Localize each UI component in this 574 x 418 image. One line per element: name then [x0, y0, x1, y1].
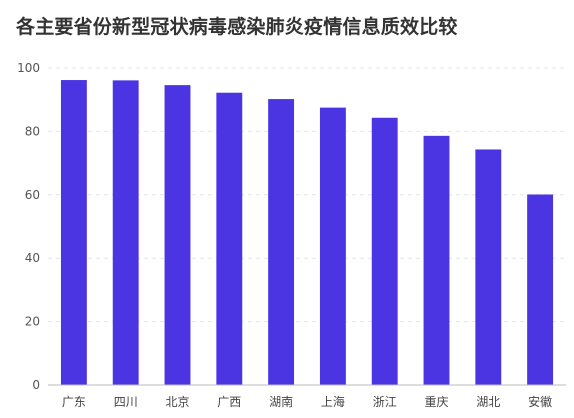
x-tick-label: 重庆 — [424, 395, 448, 409]
bar-4[interactable] — [268, 99, 295, 385]
bar-8[interactable] — [475, 149, 502, 385]
y-tick-label: 20 — [25, 315, 40, 329]
x-tick-label: 湖北 — [476, 394, 500, 409]
y-tick-label: 80 — [25, 124, 40, 138]
x-axis-labels: 广东 四川 北京 广西 湖南 上海 浙江 重庆 湖北 安徽 — [62, 394, 552, 409]
bar-3[interactable] — [216, 92, 243, 385]
bar-1[interactable] — [112, 80, 139, 385]
bar-0[interactable] — [60, 80, 87, 386]
y-axis-ticks: 0 20 40 60 80 100 — [17, 61, 40, 392]
x-tick-label: 广东 — [62, 395, 86, 409]
bar-7[interactable] — [423, 135, 450, 385]
x-tick-label: 湖南 — [269, 394, 293, 409]
bar-9[interactable] — [527, 194, 554, 385]
y-tick-label: 60 — [25, 188, 40, 202]
x-tick-label: 上海 — [321, 394, 345, 409]
bar-5[interactable] — [319, 107, 346, 385]
grid-lines — [48, 67, 566, 323]
x-tick-label: 北京 — [165, 395, 189, 409]
y-tick-label: 100 — [17, 61, 40, 75]
chart-title: 各主要省份新型冠状病毒感染肺炎疫情信息质效比较 — [16, 16, 458, 38]
y-tick-label: 0 — [32, 378, 40, 392]
bar-2[interactable] — [164, 85, 191, 386]
bar-6[interactable] — [371, 117, 398, 386]
x-tick-label: 广西 — [217, 395, 241, 409]
x-tick-label: 安徽 — [528, 394, 552, 409]
x-tick-label: 四川 — [114, 395, 138, 409]
x-tick-label: 浙江 — [373, 395, 397, 409]
y-tick-label: 40 — [25, 251, 40, 265]
bars — [60, 80, 554, 386]
